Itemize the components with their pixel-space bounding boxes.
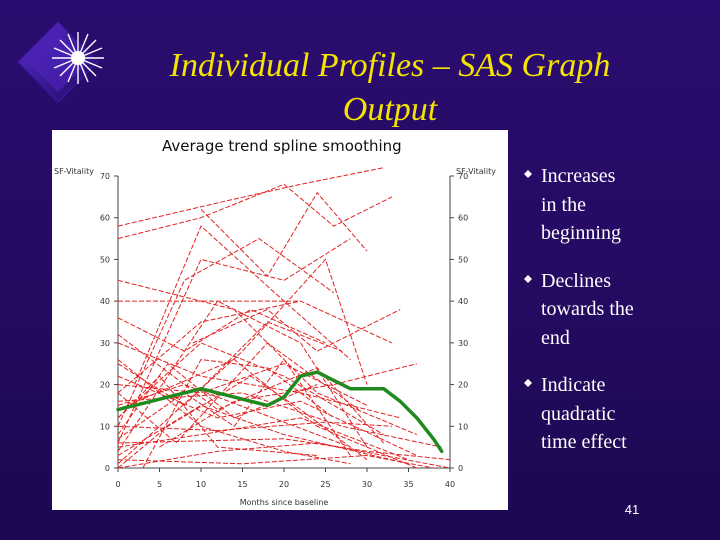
bullet-item: Increases in the beginning xyxy=(524,162,704,248)
slide-title-line-2: Output xyxy=(342,91,438,128)
x-tick-label: 40 xyxy=(445,480,455,489)
profile-line xyxy=(117,238,351,444)
profile-line xyxy=(117,183,393,240)
y-tick-label: 50 xyxy=(100,255,110,264)
bullet-line: quadratic xyxy=(541,402,616,425)
y-tick-label-right: 10 xyxy=(458,422,468,431)
y-tick-label-right: 50 xyxy=(458,255,468,264)
profile-line xyxy=(117,363,368,406)
y-tick-label-right: 20 xyxy=(458,381,468,390)
bullet-line: Declines xyxy=(541,269,611,292)
bullet-diamond-icon xyxy=(524,379,532,387)
profile-line xyxy=(200,191,368,277)
bullet-item: Indicate quadratic time effect xyxy=(524,371,704,457)
profile-line xyxy=(117,358,351,456)
y-tick-label-right: 60 xyxy=(458,214,468,223)
profile-line xyxy=(117,321,343,407)
profile-line xyxy=(117,417,409,461)
y-tick-label: 60 xyxy=(100,214,110,223)
x-tick-label: 35 xyxy=(403,480,413,489)
profile-line xyxy=(117,342,401,419)
profile-line xyxy=(117,358,417,469)
profile-line xyxy=(117,279,417,436)
slide-number: 41 xyxy=(624,502,640,517)
profile-line xyxy=(117,258,368,465)
bullet-item: Declines towards the end xyxy=(524,267,704,353)
y-tick-label-right: 30 xyxy=(458,339,468,348)
profile-line xyxy=(117,392,442,448)
profile-line xyxy=(117,359,351,465)
y-tick-label-right: 70 xyxy=(458,172,468,181)
profile-line xyxy=(117,404,409,465)
y-tick-label: 40 xyxy=(100,297,110,306)
profile-line xyxy=(117,238,335,427)
y-axis-label-right: SF-Vitality xyxy=(456,167,496,176)
y-tick-label: 0 xyxy=(105,464,110,473)
y-tick-label-right: 0 xyxy=(458,464,463,473)
y-axis-label-left: SF-Vitality xyxy=(54,167,94,176)
profile-line xyxy=(117,442,451,469)
y-tick-label-right: 40 xyxy=(458,297,468,306)
bullet-line: Indicate xyxy=(541,374,606,396)
y-tick-label: 30 xyxy=(100,339,110,348)
profile-line xyxy=(117,342,384,436)
bullet-line: in the xyxy=(541,193,586,216)
x-axis-label: Months since baseline xyxy=(240,498,329,507)
profile-line xyxy=(117,308,326,352)
bullet-line: time effect xyxy=(541,431,627,453)
profile-line xyxy=(142,358,335,469)
x-tick-label: 25 xyxy=(320,480,330,489)
profile-chart: Average trend spline smoothing SF-Vitalit… xyxy=(54,137,496,507)
y-tick-label: 20 xyxy=(100,381,110,390)
profile-line xyxy=(117,454,434,469)
profile-line xyxy=(117,300,368,452)
bullet-line: Increases xyxy=(541,165,616,187)
y-tick-label: 10 xyxy=(100,422,110,431)
profile-line xyxy=(117,384,351,448)
slide-title: Individual Profiles – SAS Graph Output xyxy=(120,44,660,132)
bullet-line: end xyxy=(541,326,570,349)
average-trend-line xyxy=(116,370,444,454)
profile-line xyxy=(117,375,368,469)
profile-line xyxy=(117,375,318,456)
slide-title-line-1: Individual Profiles – SAS Graph xyxy=(169,47,611,84)
x-tick-label: 20 xyxy=(279,480,289,489)
chart-title: Average trend spline smoothing xyxy=(162,137,402,155)
profile-line xyxy=(117,334,384,444)
profile-line xyxy=(134,225,351,385)
x-tick-label: 5 xyxy=(157,480,162,489)
bullet-line: beginning xyxy=(541,222,621,244)
y-tick-label: 70 xyxy=(100,172,110,181)
x-tick-label: 0 xyxy=(115,480,120,489)
profile-line xyxy=(117,438,451,461)
x-tick-label: 30 xyxy=(362,480,372,489)
bullet-list: Increases in the beginning Declines towa… xyxy=(524,162,704,476)
profile-line xyxy=(159,363,417,448)
profile-line xyxy=(117,167,384,227)
x-tick-label: 10 xyxy=(196,480,206,489)
bullet-line: towards the xyxy=(541,298,634,320)
profile-line xyxy=(117,300,393,394)
chart-panel: Average trend spline smoothing SF-Vitalit… xyxy=(52,130,508,510)
profile-line xyxy=(117,421,392,432)
bullet-diamond-icon xyxy=(524,274,532,283)
bullet-diamond-icon xyxy=(524,170,532,178)
slide-logo-sparkle xyxy=(17,21,104,103)
profile-line xyxy=(192,308,401,352)
x-tick-label: 15 xyxy=(237,480,247,489)
